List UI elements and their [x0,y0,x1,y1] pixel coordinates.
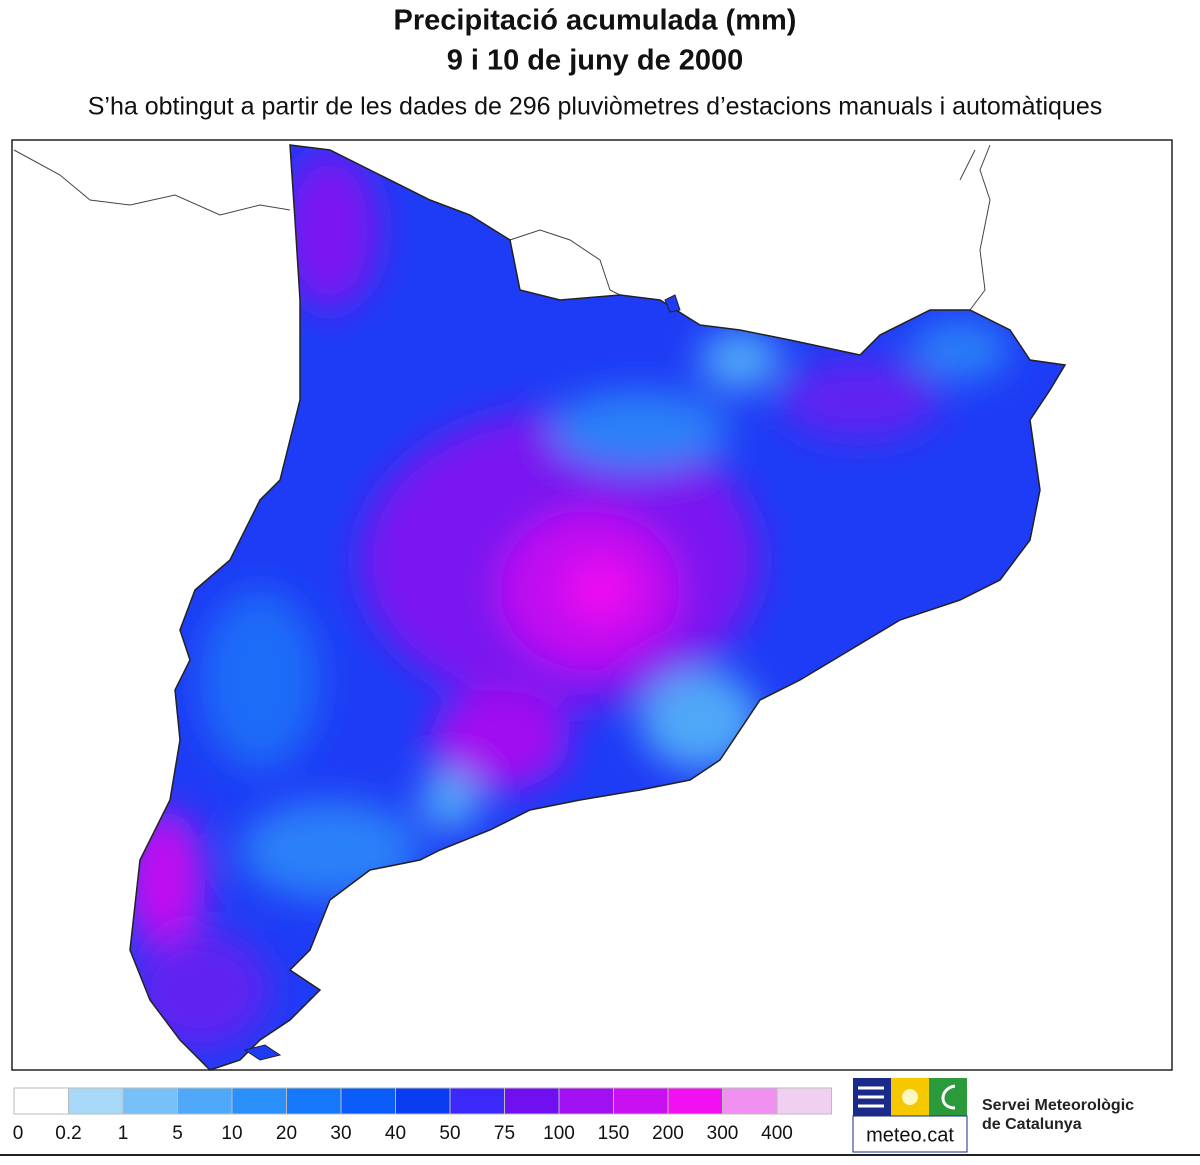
legend: 0 0.2 1 5 10 20 30 40 50 75 100 150 200 300 400 [13,1087,832,1144]
legend-label: 0.2 [55,1123,81,1144]
legend-swatch [776,1087,832,1115]
country-border [13,144,991,311]
logo-org: de Catalunya [982,1116,1082,1133]
title-line: 9 i 10 de juny de 2000 [447,45,744,77]
legend-label: 20 [276,1123,297,1144]
legend-label: 5 [172,1123,183,1144]
legend-swatch [13,1087,69,1115]
legend-label: 75 [494,1123,515,1144]
legend-label: 10 [221,1123,242,1144]
legend-label: 400 [761,1123,793,1144]
islet [243,294,681,1061]
legend-swatch [340,1087,396,1115]
legend-label: 0 [13,1123,24,1144]
legend-swatch [177,1087,233,1115]
legend-swatch [558,1087,614,1115]
legend-label: 150 [598,1123,630,1144]
legend-swatch [68,1087,124,1115]
legend-swatch [286,1087,342,1115]
logo-brand: meteo.cat [866,1124,954,1146]
title-line: Precipitació acumulada (mm) [394,5,797,37]
subtitle: S’ha obtingut a partir de les dades de 2… [88,93,1103,121]
legend-label: 200 [652,1123,684,1144]
legend-label: 40 [385,1123,406,1144]
logo: meteo.cat Servei Meteorològic de Catalun… [852,1078,1134,1153]
legend-swatch [613,1087,669,1115]
logo-org: Servei Meteorològic [982,1097,1134,1114]
legend-label: 100 [543,1123,575,1144]
legend-swatch [231,1087,287,1115]
legend-swatch [395,1087,451,1115]
legend-swatch [667,1087,723,1115]
legend-swatch [722,1087,778,1115]
legend-swatch [504,1087,560,1115]
legend-label: 1 [118,1123,129,1144]
legend-label: 300 [707,1123,739,1144]
legend-swatch [122,1087,178,1115]
legend-swatch [449,1087,505,1115]
legend-label: 50 [439,1123,460,1144]
legend-label: 30 [330,1123,351,1144]
